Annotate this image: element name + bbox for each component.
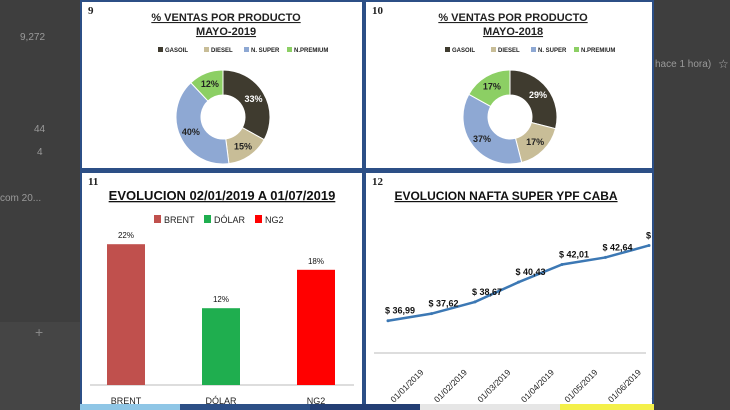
legend-label: DÓLAR xyxy=(214,215,246,225)
bottom-accent-bar xyxy=(180,404,310,410)
chart-title: EVOLUCION NAFTA SUPER YPF CABA xyxy=(394,189,617,203)
data-point xyxy=(386,319,390,323)
presentation-slide: 9 % VENTAS POR PRODUCTO MAYO-2019 GASOIL DI… xyxy=(80,0,654,410)
panel-donut-2018: 10 % VENTAS POR PRODUCTO MAYO-2018 GASOIL D… xyxy=(366,2,652,168)
legend-label: NG2 xyxy=(265,215,284,225)
chart-title: % VENTAS POR PRODUCTO xyxy=(151,12,301,24)
bg-count-text: 9,272 xyxy=(20,32,46,43)
legend-label: DIESEL xyxy=(211,48,233,54)
x-tick-label: 01/03/2019 xyxy=(475,367,512,404)
x-tick-label: 01/01/2019 xyxy=(388,367,425,404)
donut-slice xyxy=(175,82,230,165)
data-point xyxy=(604,255,607,259)
data-label: $ 38,67 xyxy=(472,287,502,297)
legend-label: GASOIL xyxy=(165,48,188,54)
background-sidebar-right xyxy=(654,0,730,410)
chart-subtitle: MAYO-2018 xyxy=(483,26,543,38)
donut-slice xyxy=(468,69,511,108)
category-label: NG2 xyxy=(307,396,326,406)
panel-donut-2019: 9 % VENTAS POR PRODUCTO MAYO-2019 GASOIL DI… xyxy=(82,2,362,168)
background-sidebar-bottom xyxy=(0,322,80,410)
bottom-accent-bar xyxy=(80,404,180,410)
legend-swatch xyxy=(531,47,536,52)
legend-label: N.PREMIUM xyxy=(294,48,328,54)
data-point xyxy=(430,312,433,316)
panel-line-nafta: 12 EVOLUCION NAFTA SUPER YPF CABA $ 36,99… xyxy=(366,173,652,410)
category-label: DÓLAR xyxy=(205,396,237,406)
bar-value-label: 22% xyxy=(118,231,134,240)
bar-chart-evolution: EVOLUCION 02/01/2019 A 01/07/2019 BRENT DÓ… xyxy=(90,188,354,406)
legend-swatch xyxy=(158,47,163,52)
line-chart-nafta: EVOLUCION NAFTA SUPER YPF CABA $ 36,99 $ 3… xyxy=(374,189,652,404)
legend-swatch xyxy=(244,47,249,52)
bg-time-text: hace 1 hora) xyxy=(655,59,712,70)
legend-swatch xyxy=(255,215,262,223)
data-label: $ 40,43 xyxy=(515,267,545,277)
legend-swatch xyxy=(574,47,579,52)
legend-label: N.PREMIUM xyxy=(581,48,615,54)
data-label: $ 42,64 xyxy=(602,242,632,252)
x-tick-label: 01/04/2019 xyxy=(519,367,556,404)
x-tick-label: 01/05/2019 xyxy=(562,367,599,404)
bar xyxy=(202,308,240,385)
star-icon[interactable]: ☆ xyxy=(718,57,729,71)
bg-count-text: 44 xyxy=(34,124,46,135)
data-point xyxy=(560,262,564,266)
panel-number: 11 xyxy=(88,176,99,188)
legend-label: N. SUPER xyxy=(251,48,280,54)
chart-title: % VENTAS POR PRODUCTO xyxy=(438,12,588,24)
category-label: BRENT xyxy=(111,396,142,406)
data-point xyxy=(647,243,651,247)
legend-swatch xyxy=(491,47,496,52)
data-label: $ 37,62 xyxy=(428,299,458,309)
legend-label: N. SUPER xyxy=(538,48,567,54)
bg-snippet-text: com 20... xyxy=(0,193,42,204)
plus-icon[interactable]: + xyxy=(35,324,44,340)
data-label: $ 36,99 xyxy=(385,306,415,316)
x-tick-label: 01/02/2019 xyxy=(432,367,469,404)
slice-label: 37% xyxy=(473,134,491,144)
x-tick-label: 01/06/2019 xyxy=(606,367,643,404)
data-label: $ 43,71 xyxy=(646,230,652,240)
slice-label: 29% xyxy=(529,90,547,100)
bottom-accent-bar xyxy=(310,404,420,410)
data-point xyxy=(517,280,520,284)
slice-label: 33% xyxy=(245,94,263,104)
data-point xyxy=(473,300,477,304)
bottom-accent-bar xyxy=(560,404,654,410)
panel-number: 12 xyxy=(372,176,383,188)
panel-number: 9 xyxy=(88,5,94,17)
legend-swatch xyxy=(445,47,450,52)
legend-swatch xyxy=(154,215,161,223)
slice-label: 17% xyxy=(526,137,544,147)
data-label: $ 42,01 xyxy=(559,249,589,259)
bg-count-text: 4 xyxy=(37,147,43,158)
panel-number: 10 xyxy=(372,5,383,17)
legend-swatch xyxy=(204,47,209,52)
donut-slice xyxy=(222,69,271,141)
x-tick-label: 01/07/2019 xyxy=(649,367,652,404)
legend-label: DIESEL xyxy=(498,48,520,54)
slice-label: 40% xyxy=(182,127,200,137)
legend-label: BRENT xyxy=(164,215,195,225)
donut-chart-2019: % VENTAS POR PRODUCTO MAYO-2019 GASOIL DIES… xyxy=(151,12,328,165)
donut-slice xyxy=(462,93,523,165)
bar-value-label: 18% xyxy=(308,257,324,266)
legend-label: GASOIL xyxy=(452,48,475,54)
slice-label: 15% xyxy=(234,141,252,151)
panel-bar-evolution: 11 EVOLUCION 02/01/2019 A 01/07/2019 BREN… xyxy=(82,173,362,410)
bar xyxy=(297,269,335,385)
donut-chart-2018: % VENTAS POR PRODUCTO MAYO-2018 GASOIL DIES… xyxy=(438,12,615,165)
slice-label: 17% xyxy=(483,81,501,91)
bar xyxy=(107,244,145,385)
chart-subtitle: MAYO-2019 xyxy=(196,26,256,38)
slice-label: 12% xyxy=(201,79,219,89)
legend-swatch xyxy=(287,47,292,52)
bar-value-label: 12% xyxy=(213,295,229,304)
legend-swatch xyxy=(204,215,211,223)
bottom-accent-bar xyxy=(420,404,560,410)
donut-slice xyxy=(190,69,224,102)
chart-title: EVOLUCION 02/01/2019 A 01/07/2019 xyxy=(109,188,336,203)
